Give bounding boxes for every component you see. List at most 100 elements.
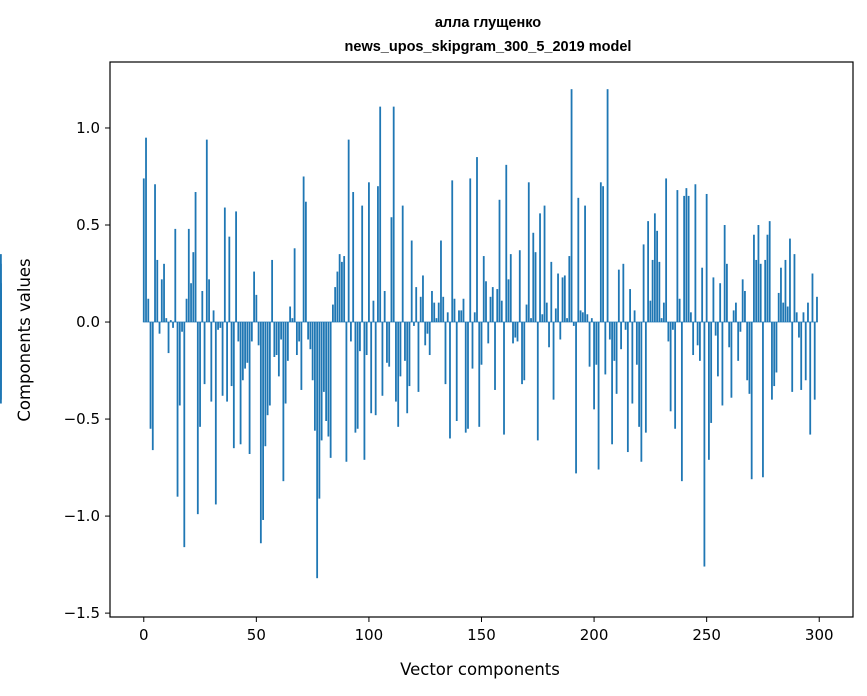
bar (471, 322, 474, 369)
bar (793, 254, 796, 323)
bar (390, 217, 393, 323)
bar (503, 322, 505, 435)
bar (377, 186, 379, 323)
bar (473, 312, 476, 323)
bar (683, 195, 686, 323)
bar (325, 322, 328, 421)
bar (507, 279, 510, 323)
x-tick-label: 300 (805, 626, 834, 644)
bar (726, 263, 728, 323)
y-tick-label: −1.5 (64, 604, 100, 622)
bar (554, 308, 557, 323)
bar (282, 322, 285, 482)
bar (674, 322, 677, 429)
bar (599, 182, 602, 323)
bar (230, 322, 233, 387)
bar (811, 273, 814, 323)
x-tick-label: 100 (355, 626, 384, 644)
bar (167, 322, 170, 354)
bar (568, 256, 571, 323)
bar (597, 322, 600, 470)
bar (638, 322, 641, 427)
bar (708, 322, 710, 460)
bar (235, 211, 237, 323)
bar (800, 322, 803, 390)
bar (804, 322, 807, 381)
bar (640, 322, 643, 462)
bar (514, 322, 517, 338)
bar (250, 322, 253, 342)
bar (629, 289, 631, 323)
bar (516, 322, 519, 342)
bar (494, 322, 496, 390)
bar (696, 322, 699, 346)
bar (541, 314, 544, 323)
bar (608, 322, 611, 340)
bar (462, 298, 465, 323)
bar (318, 322, 321, 499)
y-tick-label: 0.5 (76, 216, 100, 234)
bar (775, 322, 778, 373)
bar (422, 275, 424, 323)
bar (332, 304, 334, 323)
bar (341, 261, 343, 323)
bar (631, 322, 634, 404)
bar (451, 180, 454, 323)
y-tick-label: 1.0 (76, 119, 100, 137)
bar (295, 322, 298, 356)
bar (264, 322, 267, 447)
bar (581, 312, 584, 323)
bar (572, 322, 575, 326)
bar (147, 298, 150, 323)
bar (719, 283, 722, 323)
bar (500, 300, 503, 323)
bar (273, 322, 276, 357)
bar (669, 322, 672, 412)
bar (228, 236, 231, 323)
bar (710, 322, 713, 423)
bar (692, 322, 695, 356)
bar (350, 322, 352, 342)
x-tick-label: 50 (247, 626, 266, 644)
x-axis-ticks: 0 50 100 150 200 250 300 (139, 617, 834, 644)
bar (0, 322, 2, 332)
y-tick-label: 0.0 (76, 313, 100, 331)
bar (442, 296, 445, 323)
x-tick-label: 0 (139, 626, 149, 644)
bar (766, 234, 769, 323)
bar (381, 322, 384, 396)
bar (392, 106, 395, 323)
bar (678, 298, 681, 323)
bar (550, 261, 553, 323)
bar (163, 263, 165, 323)
bar (705, 193, 708, 323)
bar (246, 322, 249, 363)
bar (487, 322, 490, 344)
bar (762, 322, 764, 478)
bar (322, 322, 325, 392)
bar (539, 213, 541, 323)
bar (149, 322, 152, 429)
bar (446, 312, 449, 323)
bar (680, 322, 683, 482)
bar (291, 318, 294, 323)
bar (154, 184, 156, 323)
bar (699, 322, 701, 361)
bar (268, 322, 271, 406)
x-tick-label: 200 (580, 626, 609, 644)
bar (190, 283, 192, 323)
bar (735, 302, 737, 323)
bar (771, 322, 773, 400)
bar (257, 322, 260, 346)
y-axis-label: Components values (15, 258, 34, 421)
chart-subtitle: news_upos_skipgram_300_5_2019 model (345, 39, 632, 55)
bar (536, 322, 539, 441)
bar (313, 322, 316, 431)
bar (579, 310, 582, 323)
bar (226, 322, 228, 402)
bar (158, 322, 161, 334)
bar (633, 310, 636, 323)
bar (307, 322, 310, 340)
bar (338, 254, 341, 323)
bar (370, 322, 373, 414)
